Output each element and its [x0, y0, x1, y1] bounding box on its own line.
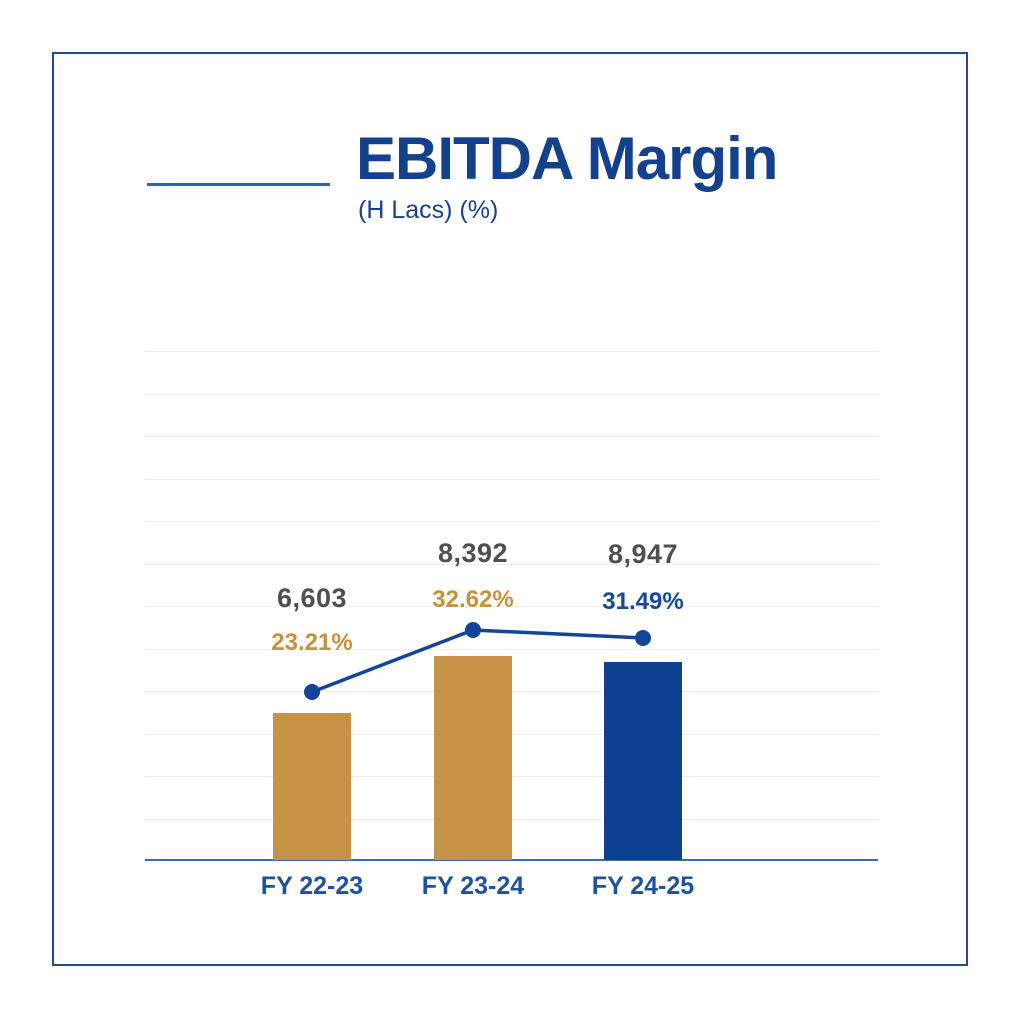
percent-label-fy-24-25: 31.49%	[602, 588, 684, 615]
gridline	[145, 606, 878, 607]
bar-fy-22-23	[273, 713, 351, 860]
title-accent-line	[147, 183, 330, 186]
gridline	[145, 521, 878, 522]
percent-label-fy-22-23: 23.21%	[271, 629, 353, 656]
chart-title: EBITDA Margin	[356, 125, 778, 192]
bar-fy-24-25	[604, 662, 682, 860]
gridline	[145, 436, 878, 437]
value-label-fy-22-23: 6,603	[276, 583, 348, 613]
value-label-fy-23-24: 8,392	[437, 538, 509, 568]
gridline	[145, 478, 878, 480]
x-axis-line	[145, 859, 878, 861]
value-label-fy-24-25: 8,947	[607, 539, 679, 569]
category-label-fy-24-25: FY 24-25	[591, 872, 695, 900]
gridline	[145, 648, 878, 650]
bar-fy-23-24	[434, 656, 512, 860]
percent-label-fy-23-24: 32.62%	[432, 586, 514, 613]
gridline	[145, 393, 878, 395]
gridline	[145, 563, 878, 565]
category-label-fy-23-24: FY 23-24	[421, 872, 525, 900]
card-frame	[52, 52, 968, 966]
category-label-fy-22-23: FY 22-23	[260, 872, 364, 900]
chart-subtitle: (H Lacs) (%)	[358, 196, 499, 224]
gridline	[145, 351, 878, 352]
